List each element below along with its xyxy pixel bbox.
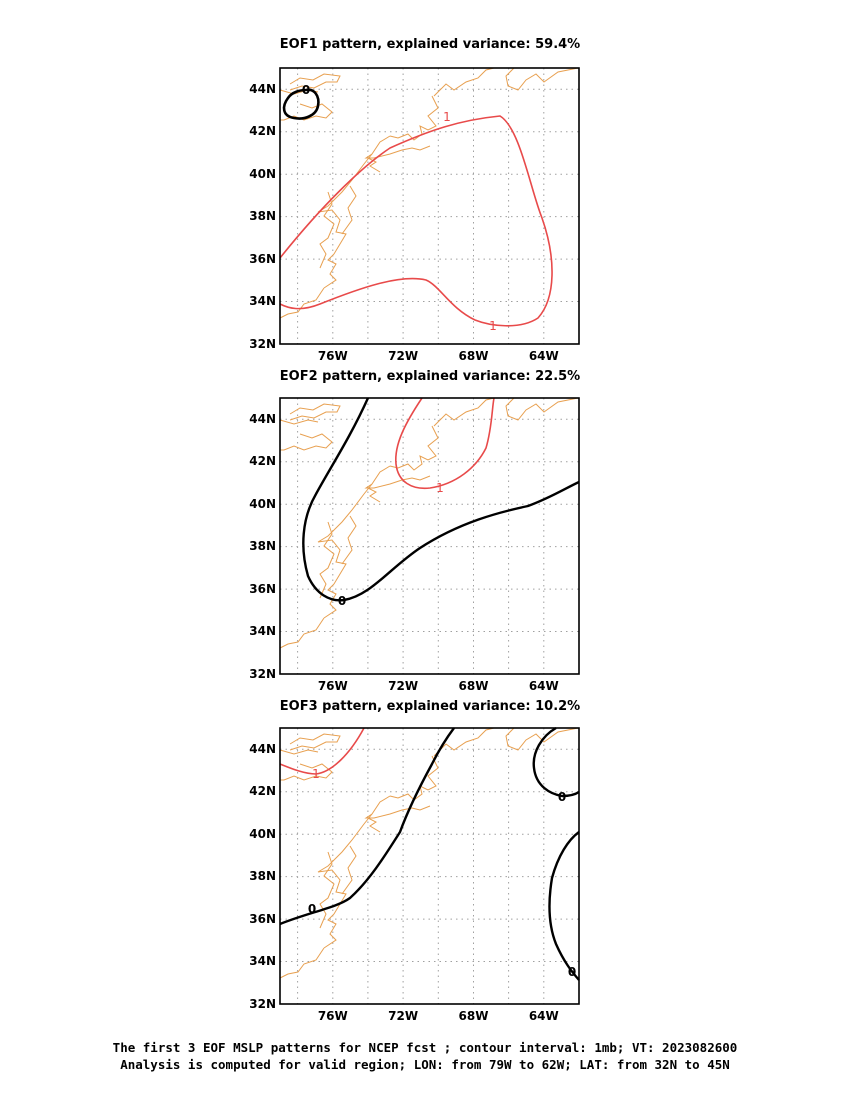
panel-title: EOF1 pattern, explained variance: 59.4% — [280, 37, 580, 52]
tick-label: 72W — [388, 1009, 418, 1023]
tick-label: 42N — [249, 784, 276, 798]
contour-label: 0 — [338, 594, 346, 608]
tick-label: 42N — [249, 124, 276, 138]
lat-axis: 32N 34N 36N 38N 40N 42N 44N — [249, 82, 276, 351]
contour-label: 0 — [308, 902, 316, 916]
tick-label: 32N — [249, 997, 276, 1011]
tick-label: 64W — [529, 349, 559, 363]
tick-label: 32N — [249, 337, 276, 351]
tick-label: 38N — [249, 539, 276, 553]
tick-label: 64W — [529, 1009, 559, 1023]
contour-label: 1 — [312, 767, 320, 781]
contour-zero — [548, 831, 580, 981]
contour-zero — [282, 88, 320, 120]
eof-figure: EOF1 pattern, explained variance: 59.4% … — [249, 37, 580, 1023]
contour-zero — [279, 727, 455, 926]
tick-label: 36N — [249, 912, 276, 926]
tick-label: 44N — [249, 742, 276, 756]
tick-label: 44N — [249, 412, 276, 426]
contour-zero — [302, 397, 580, 602]
contour-label: 0 — [558, 790, 566, 804]
tick-label: 76W — [318, 679, 348, 693]
tick-label: 38N — [249, 869, 276, 883]
contour-zero — [532, 726, 580, 798]
contour-positive — [279, 115, 553, 327]
tick-label: 34N — [249, 954, 276, 968]
tick-label: 68W — [459, 679, 489, 693]
caption-line-1: The first 3 EOF MSLP patterns for NCEP f… — [112, 1040, 738, 1055]
panel-eof2: EOF2 pattern, explained variance: 22.5% … — [249, 369, 580, 693]
tick-label: 72W — [388, 679, 418, 693]
plot-frame — [279, 727, 580, 1005]
tick-label: 64W — [529, 679, 559, 693]
tick-label: 76W — [318, 349, 348, 363]
plot-frame — [279, 67, 580, 345]
panel-title: EOF2 pattern, explained variance: 22.5% — [280, 369, 580, 384]
coastline — [279, 397, 579, 649]
lat-axis: 32N 34N 36N 38N 40N 42N 44N — [249, 742, 276, 1011]
panel-title: EOF3 pattern, explained variance: 10.2% — [280, 699, 580, 714]
tick-label: 40N — [249, 497, 276, 511]
panel-eof1: EOF1 pattern, explained variance: 59.4% … — [249, 37, 580, 363]
contour-label: 0 — [302, 83, 310, 97]
tick-label: 32N — [249, 667, 276, 681]
caption-line-2: Analysis is computed for valid region; L… — [120, 1057, 730, 1072]
tick-label: 36N — [249, 252, 276, 266]
contour-label: 1 — [443, 110, 451, 124]
tick-label: 34N — [249, 294, 276, 308]
lon-axis: 76W 72W 68W 64W — [318, 1009, 559, 1023]
lon-axis: 76W 72W 68W 64W — [318, 679, 559, 693]
tick-label: 68W — [459, 1009, 489, 1023]
tick-label: 72W — [388, 349, 418, 363]
tick-label: 42N — [249, 454, 276, 468]
contour-positive — [395, 397, 495, 490]
tick-label: 38N — [249, 209, 276, 223]
contour-label: 1 — [489, 319, 497, 333]
tick-label: 40N — [249, 167, 276, 181]
gridlines — [279, 397, 580, 675]
tick-label: 40N — [249, 827, 276, 841]
lon-axis: 76W 72W 68W 64W — [318, 349, 559, 363]
tick-label: 76W — [318, 1009, 348, 1023]
contour-positive — [279, 727, 365, 775]
tick-label: 44N — [249, 82, 276, 96]
tick-label: 34N — [249, 624, 276, 638]
lat-axis: 32N 34N 36N 38N 40N 42N 44N — [249, 412, 276, 681]
contour-label: 1 — [436, 481, 444, 495]
tick-label: 36N — [249, 582, 276, 596]
contour-label: 0 — [568, 965, 576, 979]
plot-frame — [279, 397, 580, 675]
tick-label: 68W — [459, 349, 489, 363]
panel-eof3: EOF3 pattern, explained variance: 10.2% … — [249, 699, 580, 1023]
